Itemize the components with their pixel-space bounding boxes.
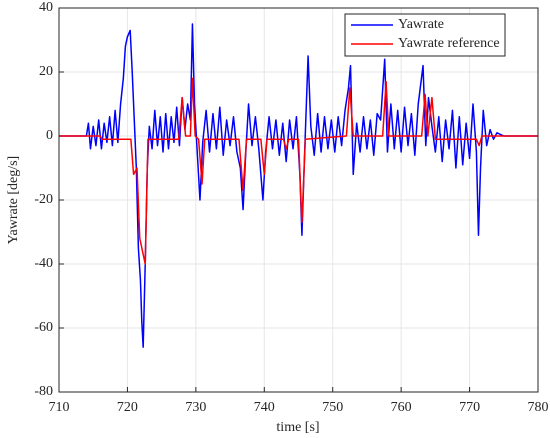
x-tick-label: 730 <box>185 400 206 415</box>
data-line <box>59 23 538 348</box>
y-tick-label: 20 <box>39 64 53 79</box>
x-tick-label: 710 <box>49 400 70 415</box>
plot-frame <box>58 7 539 393</box>
y-tick-label: 40 <box>39 0 53 15</box>
x-tick-label: 720 <box>117 400 138 415</box>
legend-label: Yawrate reference <box>398 36 500 51</box>
y-tick-label: -20 <box>34 192 53 207</box>
y-tick-label: -60 <box>34 320 53 335</box>
x-tick-label: 760 <box>391 400 412 415</box>
legend-box <box>344 13 506 57</box>
y-tick-label: 0 <box>46 128 53 143</box>
x-tick-label: 750 <box>322 400 343 415</box>
y-tick-label: -40 <box>34 256 53 271</box>
data-line <box>59 77 538 265</box>
legend-label: Yawrate <box>398 17 444 32</box>
x-axis-label: time [s] <box>276 420 319 435</box>
y-tick-label: -80 <box>34 384 53 399</box>
y-axis-label: Yawrate [deg/s] <box>6 156 21 244</box>
x-tick-label: 780 <box>528 400 549 415</box>
x-tick-label: 740 <box>254 400 275 415</box>
x-tick-label: 770 <box>459 400 480 415</box>
